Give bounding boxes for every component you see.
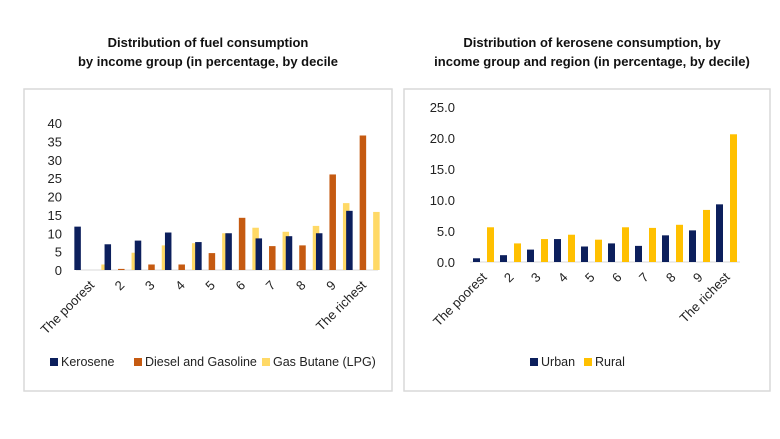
bar-diesel-and-gasoline-7 (269, 246, 276, 270)
bar-urban-7 (635, 245, 642, 262)
y-tick-label: 5 (55, 245, 62, 260)
bar-kerosene-10 (346, 210, 353, 270)
y-tick-label: 20.0 (430, 131, 455, 146)
legend-swatch (584, 358, 592, 366)
y-tick-label: 30 (48, 153, 62, 168)
legend-label: Gas Butane (LPG) (273, 355, 376, 369)
chart-title: Distribution of kerosene consumption, by (463, 35, 721, 50)
bar-diesel-and-gasoline-8 (299, 245, 306, 270)
chart-frame (403, 88, 771, 392)
bar-rural-7 (649, 227, 656, 262)
bar-diesel-and-gasoline-2 (118, 268, 125, 270)
bar-diesel-and-gasoline-9 (329, 174, 336, 270)
y-tick-label: 5.0 (437, 224, 455, 239)
y-tick-label: 15.0 (430, 162, 455, 177)
y-tick-label: 40 (48, 116, 62, 131)
bar-rural-4 (568, 234, 575, 262)
y-tick-label: 0.0 (437, 255, 455, 270)
bar-urban-5 (581, 246, 588, 262)
bar-rural-1 (487, 227, 494, 262)
y-tick-label: 10 (48, 226, 62, 241)
bar-gas-butane-lpg--10 (373, 211, 380, 270)
bar-rural-9 (703, 209, 710, 262)
bar-diesel-and-gasoline-6 (238, 217, 246, 270)
bar-kerosene-9 (315, 233, 323, 270)
bar-kerosene-3 (134, 240, 142, 270)
bar-kerosene-8 (285, 236, 293, 270)
y-tick-label: 20 (48, 190, 62, 205)
bar-urban-3 (527, 249, 534, 262)
y-tick-label: 0 (55, 263, 62, 278)
bar-rural-3 (541, 239, 548, 262)
y-tick-label: 25 (48, 171, 62, 186)
y-tick-label: 10.0 (430, 193, 455, 208)
bar-urban-9 (689, 230, 696, 262)
bar-rural-5 (595, 239, 602, 262)
legend-label: Urban (541, 355, 575, 369)
legend-swatch (134, 358, 142, 366)
bar-kerosene-2 (104, 244, 112, 270)
y-tick-label: 25.0 (430, 100, 455, 115)
bar-kerosene-5 (195, 242, 202, 270)
chart-1: Distribution of fuel consumption by incom… (23, 35, 393, 392)
bar-urban-2 (500, 255, 507, 262)
bar-urban-6 (608, 243, 615, 262)
bar-urban-4 (554, 239, 561, 262)
bar-kerosene-7 (255, 238, 263, 270)
chart-title: by income group (in percentage, by decil… (78, 54, 338, 69)
chart-2: Distribution of kerosene consumption, by… (403, 35, 771, 392)
bar-rural-2 (514, 243, 521, 262)
legend-label: Rural (595, 355, 625, 369)
chart-title: income group and region (in percentage, … (434, 54, 750, 69)
y-tick-label: 35 (48, 134, 62, 149)
bar-urban-8 (662, 235, 669, 262)
bar-rural-10 (730, 134, 737, 262)
bar-diesel-and-gasoline-10 (359, 135, 367, 270)
bar-kerosene-1 (74, 226, 81, 270)
bar-urban-1 (473, 258, 480, 262)
legend-label: Kerosene (61, 355, 115, 369)
bar-rural-6 (622, 227, 629, 262)
bar-kerosene-6 (225, 233, 232, 270)
chart-title: Distribution of fuel consumption (108, 35, 309, 50)
y-tick-label: 15 (48, 208, 62, 223)
legend-label: Diesel and Gasoline (145, 355, 257, 369)
bar-rural-8 (676, 224, 683, 262)
bar-diesel-and-gasoline-4 (178, 264, 185, 270)
bar-urban-10 (716, 204, 723, 262)
legend-swatch (262, 358, 270, 366)
legend-swatch (50, 358, 58, 366)
bar-diesel-and-gasoline-3 (148, 264, 155, 270)
bar-diesel-and-gasoline-5 (208, 253, 216, 270)
bar-kerosene-4 (164, 232, 172, 270)
legend-swatch (530, 358, 538, 366)
